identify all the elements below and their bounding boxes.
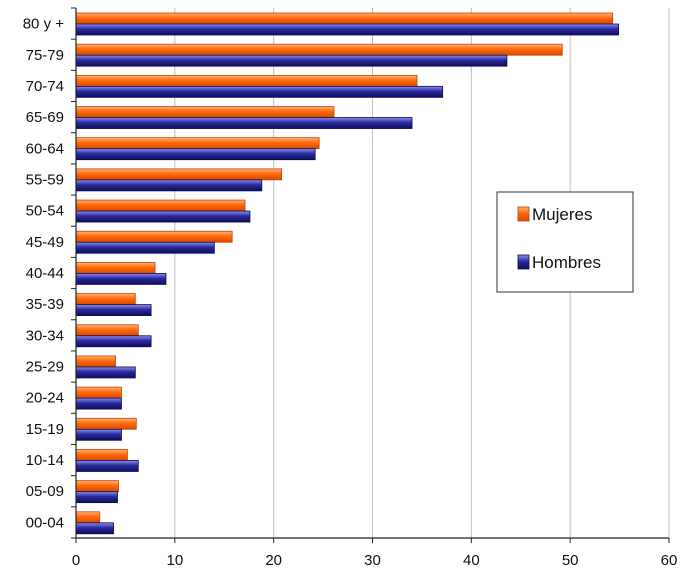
bar-mujeres-00-04 — [75, 511, 101, 524]
category-label: 80 y + — [23, 16, 65, 33]
bar-mujeres-75-79 — [75, 43, 563, 56]
category-label: 45-49 — [26, 234, 64, 251]
bar-hombres-75-79 — [75, 54, 508, 67]
legend-swatch-hombres — [517, 254, 530, 270]
category-label: 75-79 — [26, 47, 64, 64]
chart-axes — [71, 7, 670, 543]
bar-mujeres-10-14 — [75, 449, 128, 461]
category-label: 10-14 — [26, 452, 64, 469]
bar-hombres-70-74 — [75, 85, 444, 98]
category-label: 00-04 — [26, 514, 64, 531]
legend-swatch-mujeres — [517, 206, 530, 222]
bar-mujeres-15-19 — [75, 417, 137, 430]
bar-hombres-65-69 — [75, 117, 413, 129]
legend: Mujeres Hombres — [496, 191, 634, 293]
bar-hombres-10-14 — [75, 460, 139, 472]
bar-hombres-55-59 — [75, 179, 263, 192]
x-tick-label: 0 — [72, 552, 80, 569]
bar-hombres-50-54 — [75, 210, 251, 223]
category-label: 60-64 — [26, 140, 64, 157]
category-label: 30-34 — [26, 327, 64, 344]
bar-hombres-45-49 — [75, 241, 215, 254]
bar-mujeres-45-49 — [75, 230, 233, 243]
category-labels: 80 y + 75-79 70-74 65-69 60-64 55-59 50-54 45-4… — [23, 16, 65, 532]
bar-hombres-05-09 — [75, 491, 118, 504]
bar-mujeres-80-y-plus — [75, 12, 614, 25]
legend-label-mujeres: Mujeres — [532, 205, 592, 224]
category-label: 50-54 — [26, 203, 64, 220]
category-label: 55-59 — [26, 171, 64, 188]
x-tick-label: 30 — [364, 552, 381, 569]
bar-mujeres-70-74 — [75, 74, 418, 87]
bar-hombres-15-19 — [75, 428, 122, 441]
bar-hombres-80-y-plus — [75, 23, 619, 36]
legend-label-hombres: Hombres — [532, 253, 601, 272]
bar-mujeres-30-34 — [75, 324, 139, 337]
x-tick-label: 40 — [463, 552, 480, 569]
bar-mujeres-55-59 — [75, 168, 282, 181]
bar-mujeres-40-44 — [75, 262, 156, 274]
bar-mujeres-25-29 — [75, 355, 116, 368]
category-label: 05-09 — [26, 483, 64, 500]
bar-mujeres-65-69 — [75, 106, 335, 118]
bar-hombres-00-04 — [75, 522, 114, 535]
bar-mujeres-20-24 — [75, 386, 122, 399]
x-tick-label: 10 — [166, 552, 183, 569]
category-label: 40-44 — [26, 265, 64, 282]
x-tick-labels: 0 10 20 30 40 50 60 — [72, 552, 678, 569]
category-label: 15-19 — [26, 421, 64, 438]
bar-mujeres-60-64 — [75, 137, 320, 150]
bar-hombres-40-44 — [75, 273, 167, 285]
bar-hombres-30-34 — [75, 335, 152, 348]
bar-mujeres-35-39 — [75, 293, 136, 305]
bar-mujeres-05-09 — [75, 480, 119, 493]
category-label: 70-74 — [26, 78, 64, 95]
category-label: 25-29 — [26, 359, 64, 376]
category-label: 20-24 — [26, 390, 64, 407]
bar-hombres-25-29 — [75, 366, 136, 379]
x-tick-label: 60 — [661, 552, 678, 569]
bar-hombres-20-24 — [75, 397, 122, 410]
category-label: 65-69 — [26, 109, 64, 126]
bar-hombres-60-64 — [75, 148, 316, 161]
bar-hombres-35-39 — [75, 304, 152, 316]
bar-series — [75, 12, 619, 535]
x-tick-label: 50 — [562, 552, 579, 569]
bar-mujeres-50-54 — [75, 199, 246, 212]
x-tick-label: 20 — [265, 552, 282, 569]
category-label: 35-39 — [26, 296, 64, 313]
